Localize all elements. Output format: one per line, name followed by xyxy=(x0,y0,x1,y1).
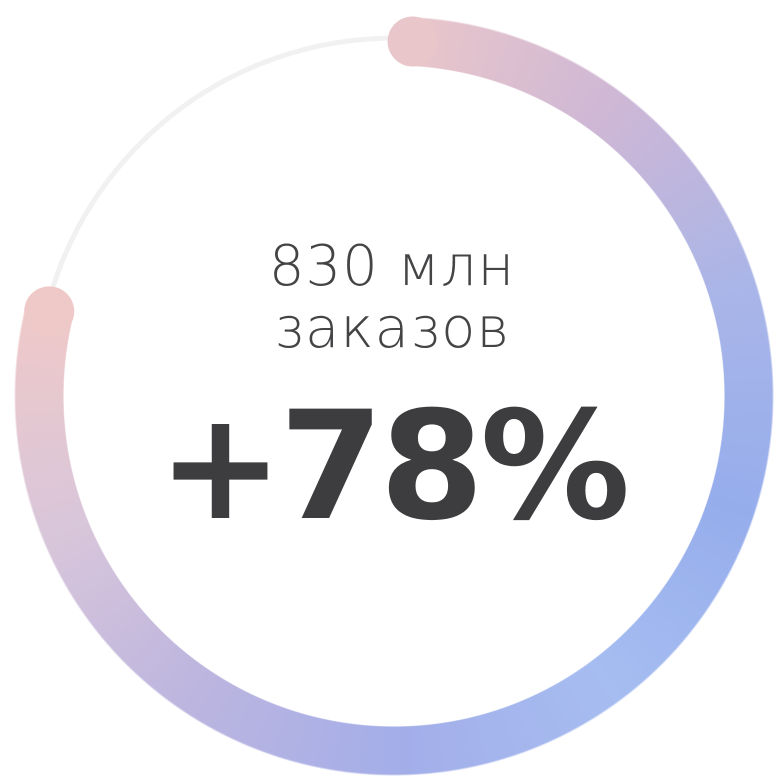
label-line: 830 млн xyxy=(268,234,516,299)
value-label: +78% xyxy=(157,380,631,554)
label-line: заказов xyxy=(273,296,511,361)
arc-cap xyxy=(24,286,75,337)
arc-cap xyxy=(387,16,438,67)
progress-arc xyxy=(14,16,774,776)
